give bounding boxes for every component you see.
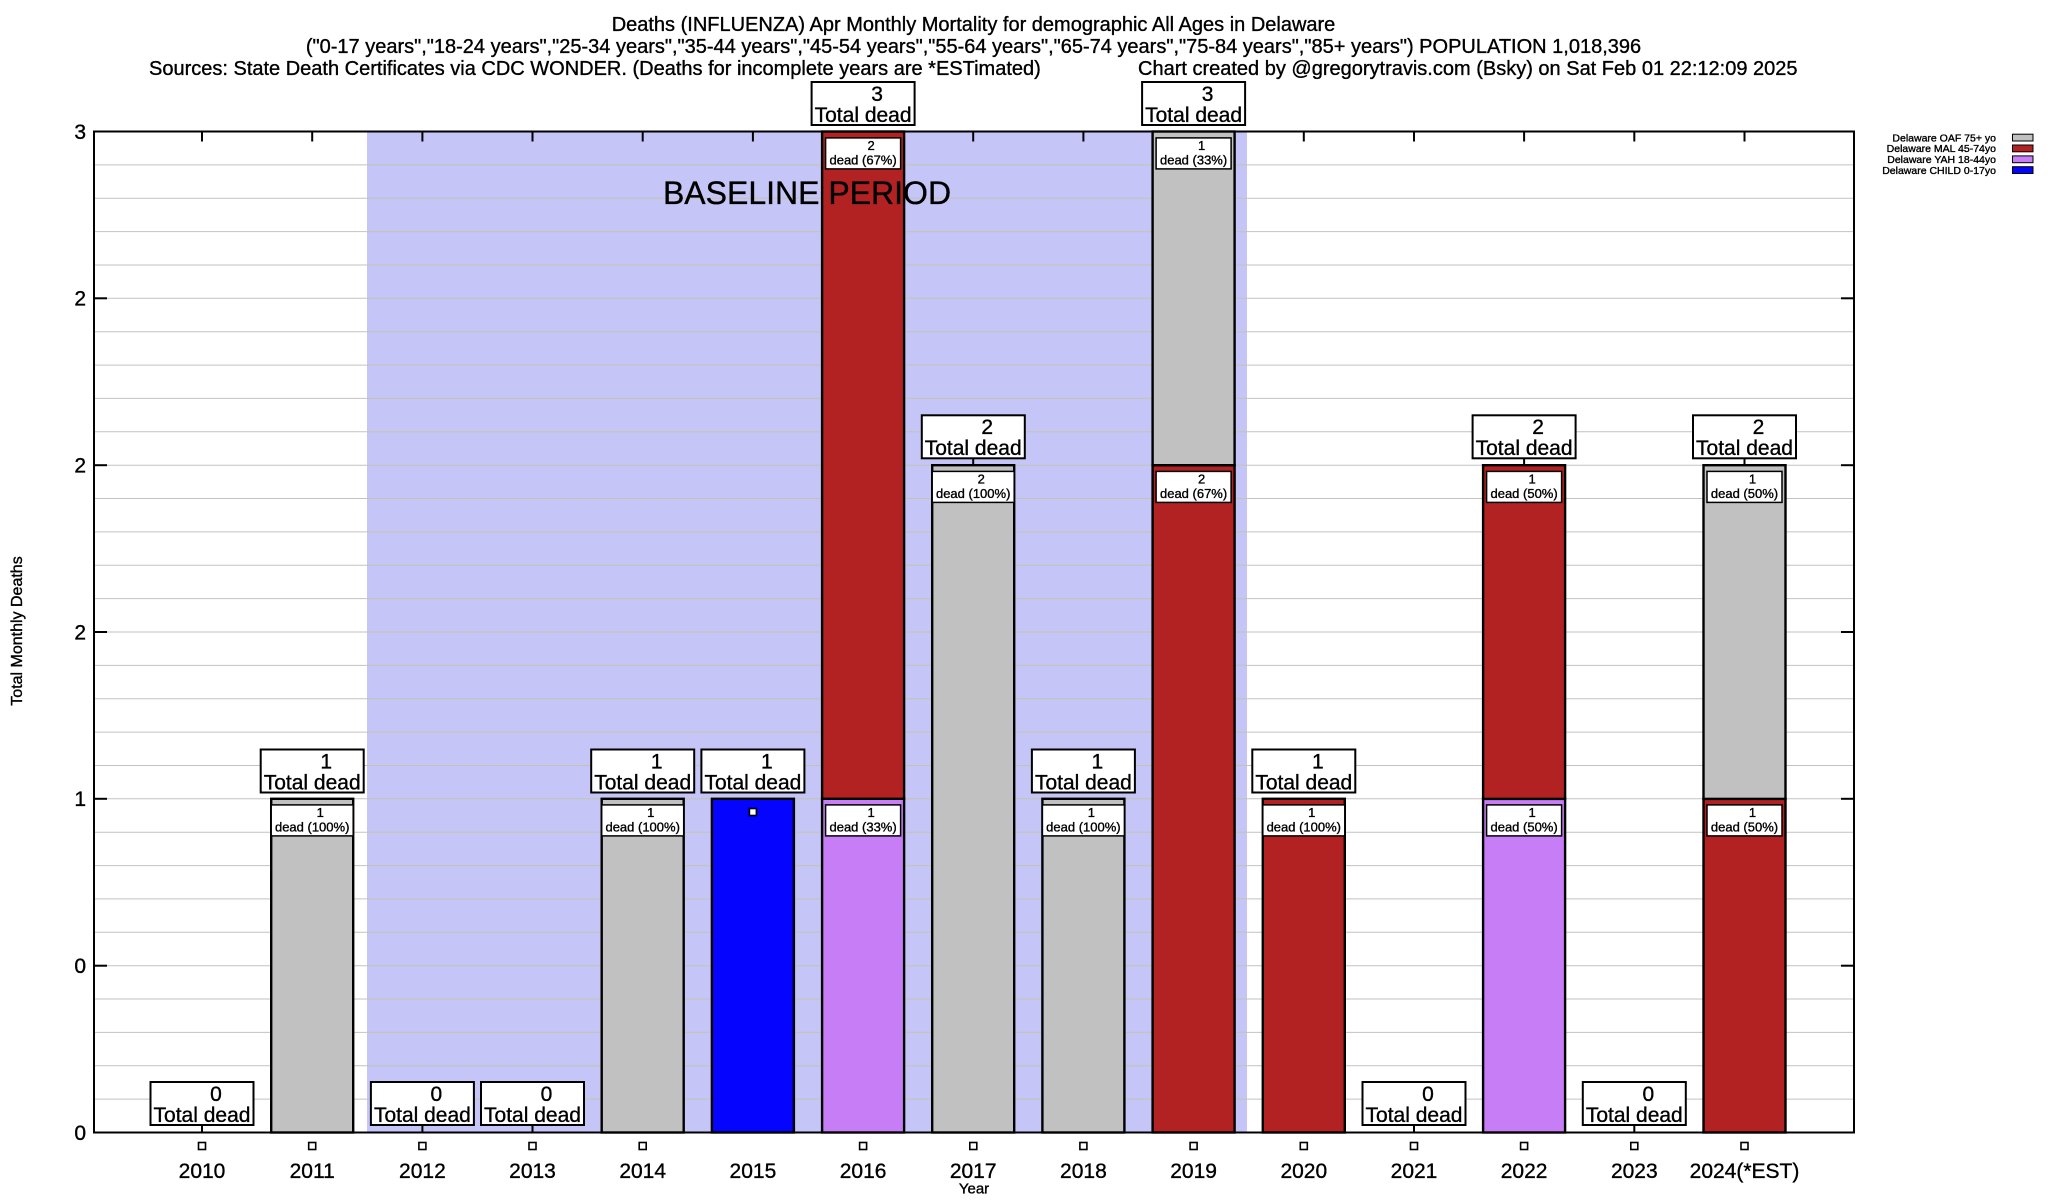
svg-text:2019: 2019: [1170, 1160, 1217, 1183]
svg-text:Total dead: Total dead: [1586, 1104, 1683, 1127]
svg-text:0: 0: [431, 1083, 443, 1106]
svg-text:Total dead: Total dead: [1366, 1104, 1463, 1127]
svg-text:Total dead: Total dead: [154, 1104, 251, 1127]
svg-text:3: 3: [74, 121, 86, 144]
svg-text:2: 2: [74, 455, 86, 478]
svg-text:1: 1: [1198, 138, 1205, 153]
svg-text:Total dead: Total dead: [1696, 437, 1793, 460]
svg-text:dead (100%): dead (100%): [275, 820, 349, 835]
svg-text:dead (100%): dead (100%): [1046, 820, 1120, 835]
svg-text:Delaware OAF 75+ yo: Delaware OAF 75+ yo: [1892, 132, 1996, 144]
svg-text:dead (100%): dead (100%): [936, 486, 1010, 501]
svg-text:0: 0: [541, 1083, 553, 1106]
svg-text:dead (50%): dead (50%): [1711, 820, 1778, 835]
svg-text:dead (100%): dead (100%): [605, 820, 679, 835]
svg-text:1: 1: [1088, 805, 1095, 820]
svg-text:2013: 2013: [509, 1160, 556, 1183]
svg-text:1: 1: [317, 805, 324, 820]
svg-text:dead (67%): dead (67%): [829, 153, 896, 168]
svg-text:2018: 2018: [1060, 1160, 1107, 1183]
svg-text:2012: 2012: [399, 1160, 446, 1183]
svg-text:dead (100%): dead (100%): [1267, 820, 1341, 835]
svg-text:1: 1: [761, 750, 773, 773]
svg-text:0: 0: [1642, 1083, 1654, 1106]
svg-text:2015: 2015: [730, 1160, 777, 1183]
svg-text:0: 0: [1422, 1083, 1434, 1106]
svg-text:BASELINE PERIOD: BASELINE PERIOD: [663, 175, 951, 211]
svg-text:dead (50%): dead (50%): [1490, 820, 1557, 835]
svg-text:2017: 2017: [950, 1160, 997, 1183]
svg-text:dead (33%): dead (33%): [829, 820, 896, 835]
svg-text:2: 2: [74, 288, 86, 311]
svg-text:0: 0: [74, 1122, 86, 1145]
svg-text:Total dead: Total dead: [1255, 771, 1352, 794]
svg-text:Total dead: Total dead: [1145, 104, 1242, 127]
svg-text:2020: 2020: [1280, 1160, 1327, 1183]
svg-text:dead (33%): dead (33%): [1160, 153, 1227, 168]
svg-text:Sources: State Death Certifica: Sources: State Death Certificates via CD…: [149, 58, 1041, 80]
svg-text:("0-17 years","18-24 years","2: ("0-17 years","18-24 years","25-34 years…: [306, 36, 1641, 58]
svg-text:2024(*EST): 2024(*EST): [1690, 1160, 1800, 1183]
svg-text:1: 1: [1308, 805, 1315, 820]
svg-text:1: 1: [1312, 750, 1324, 773]
svg-text:0: 0: [210, 1083, 222, 1106]
svg-text:1: 1: [1528, 472, 1535, 487]
svg-text:2023: 2023: [1611, 1160, 1658, 1183]
svg-text:1: 1: [74, 788, 86, 811]
svg-text:1: 1: [651, 750, 663, 773]
svg-text:1: 1: [1092, 750, 1104, 773]
svg-text:Delaware YAH 18-44yo: Delaware YAH 18-44yo: [1887, 154, 1996, 166]
svg-text:Deaths (INFLUENZA) Apr Monthly: Deaths (INFLUENZA) Apr Monthly Mortality…: [612, 14, 1336, 36]
svg-text:2: 2: [74, 621, 86, 644]
svg-text:2016: 2016: [840, 1160, 887, 1183]
svg-text:2: 2: [981, 416, 993, 439]
svg-text:1: 1: [867, 805, 874, 820]
svg-text:Year: Year: [959, 1181, 989, 1198]
svg-text:Total dead: Total dead: [484, 1104, 581, 1127]
svg-text:dead (50%): dead (50%): [1711, 486, 1778, 501]
svg-text:2: 2: [1532, 416, 1544, 439]
svg-text:Total dead: Total dead: [594, 771, 691, 794]
svg-text:2: 2: [1753, 416, 1765, 439]
svg-text:Total Monthly Deaths: Total Monthly Deaths: [9, 556, 26, 705]
svg-text:2014: 2014: [619, 1160, 666, 1183]
svg-text:Total dead: Total dead: [815, 104, 912, 127]
svg-text:1: 1: [1528, 805, 1535, 820]
svg-text:Total dead: Total dead: [1476, 437, 1573, 460]
svg-text:Total dead: Total dead: [264, 771, 361, 794]
svg-text:1: 1: [320, 750, 332, 773]
svg-text:3: 3: [871, 83, 883, 106]
svg-text:2: 2: [978, 472, 985, 487]
svg-text:1: 1: [1749, 805, 1756, 820]
svg-text:Total dead: Total dead: [704, 771, 801, 794]
svg-text:2: 2: [1198, 472, 1205, 487]
svg-text:3: 3: [1202, 83, 1214, 106]
svg-text:2022: 2022: [1501, 1160, 1548, 1183]
svg-text:2011: 2011: [290, 1160, 335, 1183]
svg-text:Delaware MAL 45-74yo: Delaware MAL 45-74yo: [1887, 143, 1996, 155]
svg-text:2: 2: [867, 138, 874, 153]
svg-text:1: 1: [1749, 472, 1756, 487]
svg-text:2021: 2021: [1391, 1160, 1438, 1183]
svg-text:Total dead: Total dead: [925, 437, 1022, 460]
svg-text:2010: 2010: [179, 1160, 226, 1183]
svg-text:1: 1: [647, 805, 654, 820]
svg-text:Total dead: Total dead: [1035, 771, 1132, 794]
svg-text:dead (50%): dead (50%): [1490, 486, 1557, 501]
svg-text:Chart created by @gregorytravi: Chart created by @gregorytravis.com (Bsk…: [1138, 58, 1798, 80]
svg-text:dead (67%): dead (67%): [1160, 486, 1227, 501]
svg-text:Delaware CHILD 0-17yo: Delaware CHILD 0-17yo: [1882, 165, 1996, 177]
svg-text:0: 0: [74, 955, 86, 978]
svg-text:Total dead: Total dead: [374, 1104, 471, 1127]
